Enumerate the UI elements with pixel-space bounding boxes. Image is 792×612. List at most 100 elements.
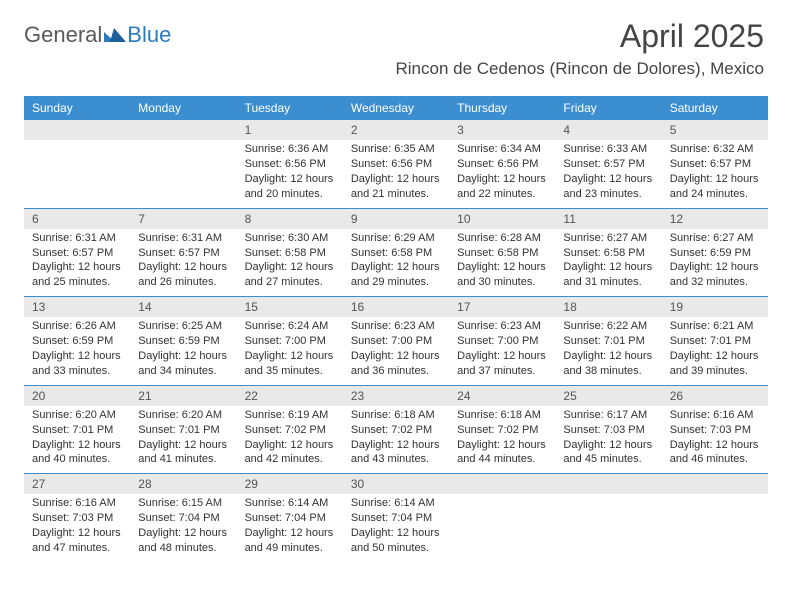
daylight-line: Daylight: 12 hours and 36 minutes.	[351, 349, 441, 379]
daylight-line: Daylight: 12 hours and 45 minutes.	[563, 438, 653, 468]
day-number: 1	[237, 120, 343, 140]
sunset-line: Sunset: 6:58 PM	[457, 246, 547, 261]
day-details: Sunrise: 6:31 AMSunset: 6:57 PMDaylight:…	[24, 229, 130, 296]
sunset-line: Sunset: 7:01 PM	[32, 423, 122, 438]
sunrise-line: Sunrise: 6:30 AM	[245, 231, 335, 246]
day-details: Sunrise: 6:18 AMSunset: 7:02 PMDaylight:…	[449, 406, 555, 473]
daylight-line: Daylight: 12 hours and 21 minutes.	[351, 172, 441, 202]
day-number: 30	[343, 474, 449, 494]
calendar-cell	[24, 120, 130, 208]
day-number: 7	[130, 209, 236, 229]
day-details: Sunrise: 6:26 AMSunset: 6:59 PMDaylight:…	[24, 317, 130, 384]
daylight-line: Daylight: 12 hours and 41 minutes.	[138, 438, 228, 468]
sunset-line: Sunset: 7:01 PM	[670, 334, 760, 349]
calendar-week: 20Sunrise: 6:20 AMSunset: 7:01 PMDayligh…	[24, 385, 768, 474]
sunrise-line: Sunrise: 6:31 AM	[138, 231, 228, 246]
sunrise-line: Sunrise: 6:27 AM	[670, 231, 760, 246]
sunrise-line: Sunrise: 6:32 AM	[670, 142, 760, 157]
day-details: Sunrise: 6:19 AMSunset: 7:02 PMDaylight:…	[237, 406, 343, 473]
calendar-cell: 22Sunrise: 6:19 AMSunset: 7:02 PMDayligh…	[237, 386, 343, 474]
day-details: Sunrise: 6:15 AMSunset: 7:04 PMDaylight:…	[130, 494, 236, 561]
calendar-cell: 16Sunrise: 6:23 AMSunset: 7:00 PMDayligh…	[343, 297, 449, 385]
daylight-line: Daylight: 12 hours and 22 minutes.	[457, 172, 547, 202]
calendar-week: 6Sunrise: 6:31 AMSunset: 6:57 PMDaylight…	[24, 208, 768, 297]
calendar-week: 13Sunrise: 6:26 AMSunset: 6:59 PMDayligh…	[24, 296, 768, 385]
sunset-line: Sunset: 7:04 PM	[245, 511, 335, 526]
sunrise-line: Sunrise: 6:17 AM	[563, 408, 653, 423]
sunset-line: Sunset: 7:00 PM	[351, 334, 441, 349]
sunrise-line: Sunrise: 6:14 AM	[245, 496, 335, 511]
sunset-line: Sunset: 6:58 PM	[351, 246, 441, 261]
daylight-line: Daylight: 12 hours and 49 minutes.	[245, 526, 335, 556]
sunset-line: Sunset: 6:57 PM	[670, 157, 760, 172]
calendar-cell: 27Sunrise: 6:16 AMSunset: 7:03 PMDayligh…	[24, 474, 130, 562]
day-details: Sunrise: 6:14 AMSunset: 7:04 PMDaylight:…	[237, 494, 343, 561]
day-details: Sunrise: 6:22 AMSunset: 7:01 PMDaylight:…	[555, 317, 661, 384]
daylight-line: Daylight: 12 hours and 24 minutes.	[670, 172, 760, 202]
day-details: Sunrise: 6:29 AMSunset: 6:58 PMDaylight:…	[343, 229, 449, 296]
day-details: Sunrise: 6:34 AMSunset: 6:56 PMDaylight:…	[449, 140, 555, 207]
day-number	[449, 474, 555, 494]
sunrise-line: Sunrise: 6:25 AM	[138, 319, 228, 334]
calendar-cell: 12Sunrise: 6:27 AMSunset: 6:59 PMDayligh…	[662, 209, 768, 297]
calendar-cell: 13Sunrise: 6:26 AMSunset: 6:59 PMDayligh…	[24, 297, 130, 385]
calendar-cell: 24Sunrise: 6:18 AMSunset: 7:02 PMDayligh…	[449, 386, 555, 474]
sunset-line: Sunset: 7:02 PM	[457, 423, 547, 438]
day-details: Sunrise: 6:20 AMSunset: 7:01 PMDaylight:…	[130, 406, 236, 473]
logo: General Blue	[24, 22, 171, 48]
day-details: Sunrise: 6:27 AMSunset: 6:58 PMDaylight:…	[555, 229, 661, 296]
calendar-cell	[662, 474, 768, 562]
daylight-line: Daylight: 12 hours and 48 minutes.	[138, 526, 228, 556]
sunrise-line: Sunrise: 6:29 AM	[351, 231, 441, 246]
daylight-line: Daylight: 12 hours and 27 minutes.	[245, 260, 335, 290]
day-number: 11	[555, 209, 661, 229]
calendar-cell: 26Sunrise: 6:16 AMSunset: 7:03 PMDayligh…	[662, 386, 768, 474]
day-header-sun: Sunday	[24, 96, 130, 120]
daylight-line: Daylight: 12 hours and 33 minutes.	[32, 349, 122, 379]
day-number: 9	[343, 209, 449, 229]
day-header-fri: Friday	[555, 96, 661, 120]
daylight-line: Daylight: 12 hours and 50 minutes.	[351, 526, 441, 556]
day-header-wed: Wednesday	[343, 96, 449, 120]
calendar-cell	[130, 120, 236, 208]
calendar-cell	[449, 474, 555, 562]
logo-text-blue: Blue	[127, 22, 171, 48]
day-details: Sunrise: 6:35 AMSunset: 6:56 PMDaylight:…	[343, 140, 449, 207]
sunrise-line: Sunrise: 6:20 AM	[32, 408, 122, 423]
sunset-line: Sunset: 6:58 PM	[563, 246, 653, 261]
sunrise-line: Sunrise: 6:34 AM	[457, 142, 547, 157]
day-details: Sunrise: 6:21 AMSunset: 7:01 PMDaylight:…	[662, 317, 768, 384]
sunset-line: Sunset: 6:58 PM	[245, 246, 335, 261]
daylight-line: Daylight: 12 hours and 29 minutes.	[351, 260, 441, 290]
logo-text-general: General	[24, 22, 102, 48]
calendar-cell: 11Sunrise: 6:27 AMSunset: 6:58 PMDayligh…	[555, 209, 661, 297]
daylight-line: Daylight: 12 hours and 35 minutes.	[245, 349, 335, 379]
daylight-line: Daylight: 12 hours and 30 minutes.	[457, 260, 547, 290]
sunrise-line: Sunrise: 6:15 AM	[138, 496, 228, 511]
day-details: Sunrise: 6:32 AMSunset: 6:57 PMDaylight:…	[662, 140, 768, 207]
sunset-line: Sunset: 7:00 PM	[245, 334, 335, 349]
sunrise-line: Sunrise: 6:26 AM	[32, 319, 122, 334]
sunrise-line: Sunrise: 6:16 AM	[670, 408, 760, 423]
sunrise-line: Sunrise: 6:16 AM	[32, 496, 122, 511]
sunrise-line: Sunrise: 6:33 AM	[563, 142, 653, 157]
sunset-line: Sunset: 6:56 PM	[245, 157, 335, 172]
day-details: Sunrise: 6:27 AMSunset: 6:59 PMDaylight:…	[662, 229, 768, 296]
calendar-cell: 21Sunrise: 6:20 AMSunset: 7:01 PMDayligh…	[130, 386, 236, 474]
calendar-cell: 25Sunrise: 6:17 AMSunset: 7:03 PMDayligh…	[555, 386, 661, 474]
day-number: 12	[662, 209, 768, 229]
day-header-tue: Tuesday	[237, 96, 343, 120]
day-number	[24, 120, 130, 140]
day-details: Sunrise: 6:33 AMSunset: 6:57 PMDaylight:…	[555, 140, 661, 207]
day-details: Sunrise: 6:16 AMSunset: 7:03 PMDaylight:…	[24, 494, 130, 561]
daylight-line: Daylight: 12 hours and 31 minutes.	[563, 260, 653, 290]
day-details: Sunrise: 6:25 AMSunset: 6:59 PMDaylight:…	[130, 317, 236, 384]
sunrise-line: Sunrise: 6:28 AM	[457, 231, 547, 246]
sunset-line: Sunset: 6:59 PM	[32, 334, 122, 349]
day-header-thu: Thursday	[449, 96, 555, 120]
sunset-line: Sunset: 7:00 PM	[457, 334, 547, 349]
sunset-line: Sunset: 7:03 PM	[563, 423, 653, 438]
daylight-line: Daylight: 12 hours and 39 minutes.	[670, 349, 760, 379]
day-number: 3	[449, 120, 555, 140]
day-details: Sunrise: 6:28 AMSunset: 6:58 PMDaylight:…	[449, 229, 555, 296]
